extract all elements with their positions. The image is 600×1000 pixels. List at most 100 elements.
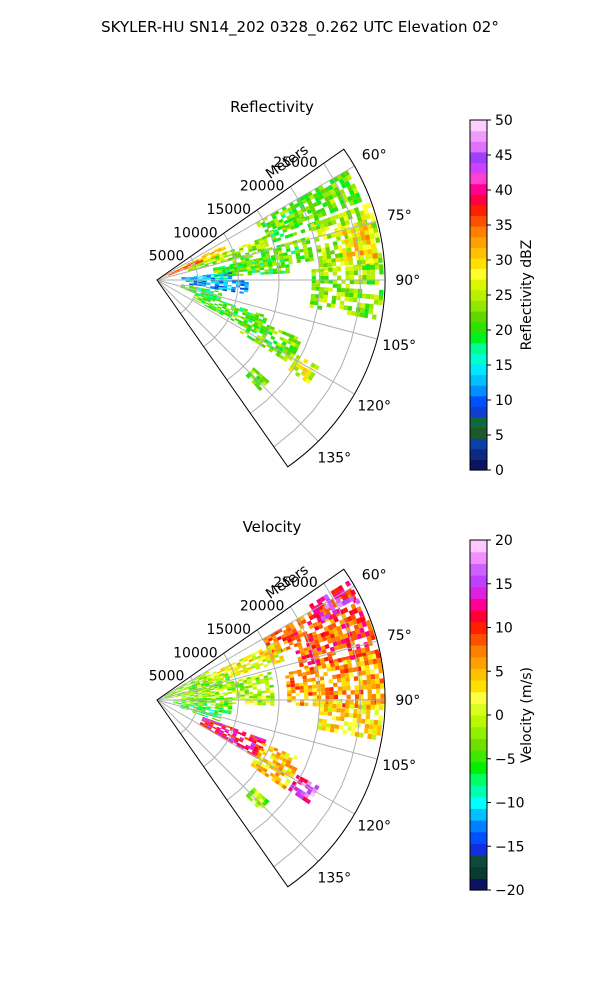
radar-cell xyxy=(238,245,243,249)
radar-cell xyxy=(195,292,200,295)
radar-cell xyxy=(177,695,182,697)
radar-cell xyxy=(362,279,367,285)
radar-cell xyxy=(257,657,262,662)
radar-cell xyxy=(308,614,315,621)
radar-cell xyxy=(216,670,222,674)
radar-cell xyxy=(355,211,361,218)
colorbar-segment xyxy=(470,374,487,386)
radar-field xyxy=(164,170,384,392)
radar-cell xyxy=(239,684,244,688)
radar-cell xyxy=(271,235,277,240)
radar-cell xyxy=(189,281,194,283)
radar-cell xyxy=(311,226,317,232)
azimuth-tick-label: 105° xyxy=(382,758,416,774)
radar-cell xyxy=(224,674,230,678)
radar-cell xyxy=(238,308,244,313)
radar-cell xyxy=(292,346,299,352)
radar-cell xyxy=(232,665,238,669)
radar-cell xyxy=(177,702,182,704)
radar-cell xyxy=(265,690,271,694)
radar-cell xyxy=(206,700,212,702)
radar-cell xyxy=(246,311,252,316)
radar-cell xyxy=(251,682,257,686)
radar-cell xyxy=(269,690,275,693)
radar-cell xyxy=(164,694,169,697)
radar-cell xyxy=(181,701,186,703)
radar-cell xyxy=(310,670,315,675)
radar-cell xyxy=(214,285,219,287)
radar-cell xyxy=(331,637,337,643)
radar-cell xyxy=(274,344,281,350)
radar-cell xyxy=(276,769,282,775)
radar-cell xyxy=(184,688,189,691)
colorbar-segment xyxy=(470,395,487,407)
radar-cell xyxy=(278,782,284,788)
radar-cell xyxy=(259,313,265,318)
radar-cell xyxy=(331,262,337,267)
radar-cell xyxy=(175,269,180,272)
radar-cell xyxy=(272,767,278,772)
radar-cell xyxy=(262,636,268,642)
radar-cell xyxy=(196,712,201,715)
azimuth-tick-label: 75° xyxy=(387,208,412,224)
radar-cell xyxy=(364,723,370,729)
radar-cell xyxy=(368,629,375,636)
radar-cell xyxy=(287,638,293,643)
radar-cell xyxy=(309,791,316,798)
radar-cell xyxy=(230,317,235,322)
radar-cell xyxy=(299,663,304,668)
radar-cell xyxy=(194,259,199,263)
radar-cell xyxy=(277,247,282,252)
radar-cell xyxy=(217,293,223,296)
radar-cell xyxy=(311,677,316,682)
radar-cell xyxy=(324,275,329,280)
radar-cell xyxy=(215,257,221,261)
radar-cell xyxy=(262,317,268,322)
radar-cell xyxy=(264,243,270,248)
colorbar-segment xyxy=(470,820,487,833)
radar-cell xyxy=(190,702,195,704)
radar-cell xyxy=(325,250,331,256)
radar-cell xyxy=(220,259,226,263)
radar-cell xyxy=(208,303,214,307)
radar-cell xyxy=(248,255,253,259)
radar-cell xyxy=(242,731,247,735)
radar-cell xyxy=(264,765,270,771)
radar-cell xyxy=(250,263,256,267)
radar-cell xyxy=(202,703,207,706)
radar-cell xyxy=(354,598,361,605)
radar-cell xyxy=(205,683,210,686)
radar-cell xyxy=(310,293,316,298)
radar-cell xyxy=(202,694,207,697)
radar-cell xyxy=(234,669,239,673)
radar-cell xyxy=(214,710,219,713)
colorbar-segment xyxy=(470,363,487,376)
radar-cell xyxy=(317,665,323,670)
radar-cell xyxy=(224,700,229,703)
radar-cell xyxy=(276,349,283,355)
radar-cell xyxy=(193,296,198,300)
radar-cell xyxy=(305,667,310,672)
radar-cell xyxy=(177,694,182,696)
radar-cell xyxy=(296,259,302,264)
radar-cell xyxy=(268,266,273,270)
radar-cell xyxy=(223,692,228,695)
radar-cell xyxy=(375,678,380,684)
radar-cell xyxy=(180,693,186,696)
radar-cell xyxy=(259,803,265,809)
radar-cell xyxy=(214,282,220,285)
radar-cell xyxy=(333,694,339,700)
radar-cell xyxy=(300,228,306,234)
radar-cell xyxy=(222,303,228,307)
radar-cell xyxy=(254,314,260,319)
radar-cell xyxy=(202,698,208,700)
colorbar-segment xyxy=(470,342,487,354)
radar-cell xyxy=(215,729,220,733)
radar-cell xyxy=(269,652,274,658)
radar-cell xyxy=(314,196,321,202)
radar-cell xyxy=(215,308,221,312)
radar-cell xyxy=(213,268,218,271)
radar-cell xyxy=(317,725,322,731)
radar-cell xyxy=(342,607,349,614)
radar-cell xyxy=(211,697,216,700)
